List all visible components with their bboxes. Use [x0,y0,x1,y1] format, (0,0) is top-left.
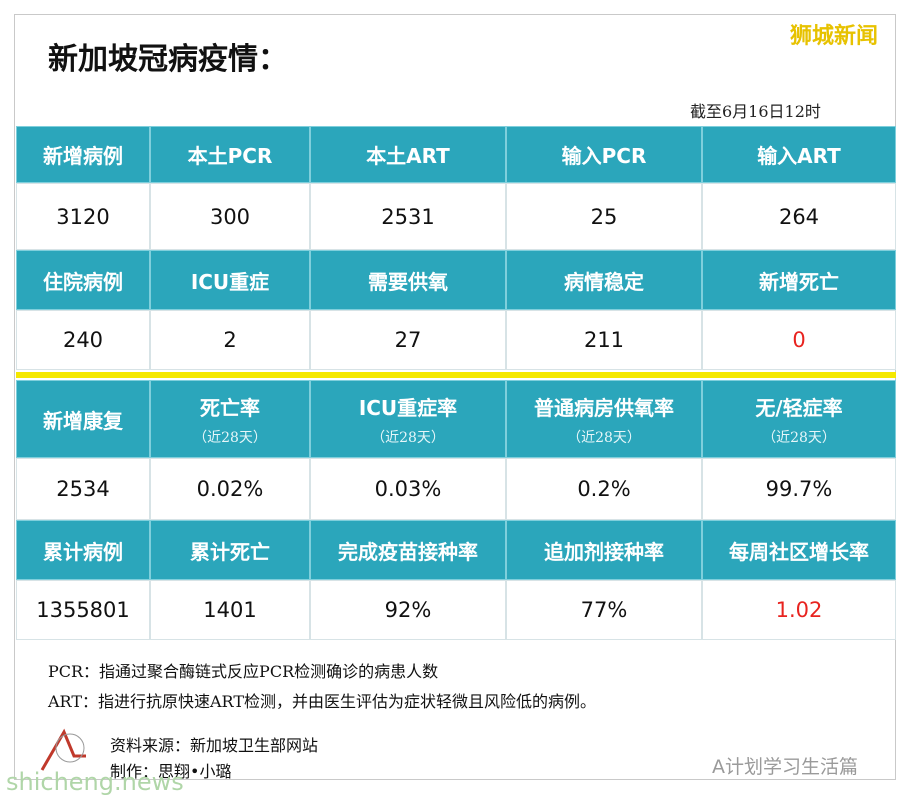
header-text: 每周社区增长率 [729,539,869,564]
logo [40,728,86,771]
header-text: 病情稳定 [564,269,644,294]
header-text: 普通病房供氧率 [534,395,674,420]
header-note: （近28天） [193,429,267,446]
site: shicheng.news [6,768,184,796]
value-cell: 77% [506,580,702,640]
value-cell: 99.7% [702,458,896,520]
header-note: （近28天） [762,429,836,446]
header-cell: 死亡率 （近28天） [150,380,310,458]
header-cell: 普通病房供氧率 （近28天） [506,380,702,458]
value-cell: 1.02 [702,580,896,640]
header-text: ICU重症 [190,269,270,294]
value-cell: 3120 [16,183,150,250]
footnote: ART：指进行抗原快速ART检测，并由医生评估为症状轻微且风险低的病例。 [48,692,596,711]
value-cell: 300 [150,183,310,250]
header-cell: 病情稳定 [506,250,702,310]
footnote: PCR：指通过聚合酶链式反应PCR检测确诊的病患人数 [48,662,439,681]
value-cell: 1355801 [16,580,150,640]
header-cell: 输入ART [702,126,896,183]
header-cell: 本土ART [310,126,506,183]
header-cell: 累计死亡 [150,520,310,580]
value-cell: 2531 [310,183,506,250]
header-text: 死亡率 [200,395,260,420]
header-cell: 本土PCR [150,126,310,183]
title: 新加坡冠病疫情： [48,42,288,77]
value-cell: 264 [702,183,896,250]
header-note: （近28天） [567,429,641,446]
header-text: 新增死亡 [759,269,839,294]
header-text: 累计病例 [43,539,123,564]
header-text: 需要供氧 [368,269,448,294]
header-text: 输入PCR [561,144,647,168]
divider [16,372,896,378]
header-text: 输入ART [757,144,841,168]
header-text: 无/轻症率 [755,395,843,420]
header-text: 追加剂接种率 [544,539,664,564]
header-text: 完成疫苗接种率 [338,539,478,564]
brand: 狮城新闻 [790,24,879,49]
value-cell: 25 [506,183,702,250]
header-cell: 每周社区增长率 [702,520,896,580]
value-cell: 0.2% [506,458,702,520]
header-cell: 新增康复 [16,380,150,458]
value-cell: 27 [310,310,506,370]
header-cell: 无/轻症率 （近28天） [702,380,896,458]
header-cell: 输入PCR [506,126,702,183]
value-cell: 240 [16,310,150,370]
maker: 制作：思翔•小璐 [110,762,232,781]
header-cell: 累计病例 [16,520,150,580]
header-cell: 新增死亡 [702,250,896,310]
header-text: 累计死亡 [190,539,270,564]
header-text: 住院病例 [43,269,123,294]
header-cell: 追加剂接种率 [506,520,702,580]
header-cell: ICU重症 [150,250,310,310]
value-cell: 211 [506,310,702,370]
header-cell: 新增病例 [16,126,150,183]
as-of: 截至6月16日12时 [690,102,821,121]
watermark: A计划学习生活篇 [712,756,858,778]
value-cell: 2534 [16,458,150,520]
header-cell: 需要供氧 [310,250,506,310]
header-cell: ICU重症率 （近28天） [310,380,506,458]
header-text: ICU重症率 [358,395,458,420]
value-cell: 1401 [150,580,310,640]
value-cell: 2 [150,310,310,370]
header-text: 新增康复 [43,408,123,433]
header-cell: 完成疫苗接种率 [310,520,506,580]
value-cell: 0 [702,310,896,370]
value-cell: 92% [310,580,506,640]
header-text: 新增病例 [43,144,123,168]
header-cell: 住院病例 [16,250,150,310]
source: 资料来源：新加坡卫生部网站 [110,736,319,755]
header-note: （近28天） [371,429,445,446]
header-text: 本土PCR [187,144,273,168]
value-cell: 0.03% [310,458,506,520]
header-text: 本土ART [366,144,450,168]
value-cell: 0.02% [150,458,310,520]
